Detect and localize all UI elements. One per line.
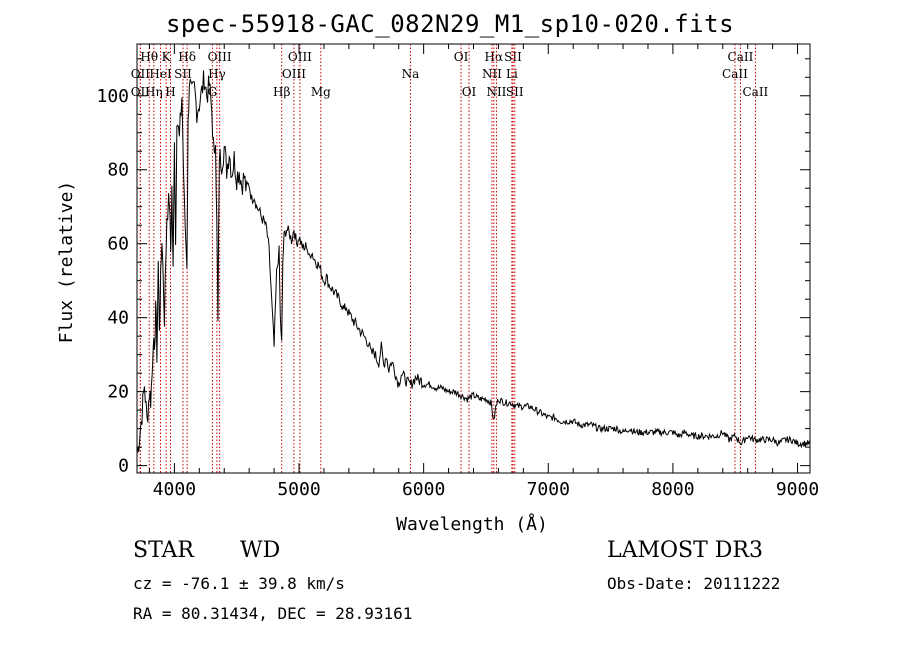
y-tick-label: 60 xyxy=(107,234,129,255)
line-label-4: Hη xyxy=(145,85,163,99)
line-label-8: Hδ xyxy=(178,50,196,64)
obs-date: Obs-Date: 20111222 xyxy=(607,574,781,593)
line-label-26: CaII xyxy=(722,67,748,81)
x-tick-label: 7000 xyxy=(527,479,570,500)
line-label-9: OIII xyxy=(208,50,232,64)
plot-frame xyxy=(136,43,811,474)
line-label-5: K xyxy=(162,50,172,64)
line-label-6: SII xyxy=(174,67,192,81)
y-tick-label: 80 xyxy=(107,160,129,181)
y-tick-label: 0 xyxy=(118,456,129,477)
line-label-15: Mg xyxy=(311,85,331,99)
y-tick-label: 20 xyxy=(107,382,129,403)
x-tick-label: 5000 xyxy=(277,479,320,500)
line-label-22: SII xyxy=(504,50,522,64)
ra-dec-coords: RA = 80.31434, DEC = 28.93161 xyxy=(133,604,413,623)
y-tick-label: 40 xyxy=(107,308,129,329)
survey-name: LAMOST DR3 xyxy=(607,538,763,563)
x-axis-label: Wavelength (Å) xyxy=(396,513,548,535)
line-label-17: OI xyxy=(454,50,469,64)
object-subclass: WD xyxy=(240,538,281,563)
y-tick-label: 100 xyxy=(96,86,129,107)
line-label-20: NII xyxy=(482,67,502,81)
line-label-27: CaII xyxy=(742,85,768,99)
line-label-23: Li xyxy=(506,67,518,81)
line-label-12: Hβ xyxy=(273,85,290,99)
plot-axes xyxy=(136,43,811,474)
line-label-14: OIII xyxy=(282,67,306,81)
line-label-19: Hα xyxy=(485,50,504,64)
line-label-3: HeI xyxy=(149,67,172,81)
spectrum-series xyxy=(136,70,811,455)
line-label-10: Hγ xyxy=(208,67,226,81)
chart-title: spec-55918-GAC_082N29_M1_sp10-020.fits xyxy=(165,10,735,38)
line-label-24: SII xyxy=(506,85,524,99)
line-label-21: NII xyxy=(486,85,506,99)
line-label-13: OIII xyxy=(288,50,312,64)
line-label-0: Hθ xyxy=(140,50,158,64)
spectrum-line xyxy=(136,70,811,455)
line-label-1: OII xyxy=(131,67,151,81)
line-label-7: H xyxy=(165,85,175,99)
x-tick-label: 6000 xyxy=(402,479,445,500)
y-axis-label: Flux (relative) xyxy=(56,181,77,344)
line-label-18: OI xyxy=(462,85,477,99)
x-tick-label: 4000 xyxy=(153,479,196,500)
line-label-11: G xyxy=(208,85,218,99)
line-label-25: CaII xyxy=(728,50,754,64)
x-tick-label: 8000 xyxy=(651,479,694,500)
line-label-16: Na xyxy=(402,67,420,81)
axis-ticks: 4000 5000 6000 7000 8000 9000 0 20 40 60 80 100 xyxy=(96,44,819,500)
redshift-cz: cz = -76.1 ± 39.8 km/s xyxy=(133,574,345,593)
x-tick-label: 9000 xyxy=(776,479,819,500)
object-class: STAR xyxy=(133,538,194,563)
